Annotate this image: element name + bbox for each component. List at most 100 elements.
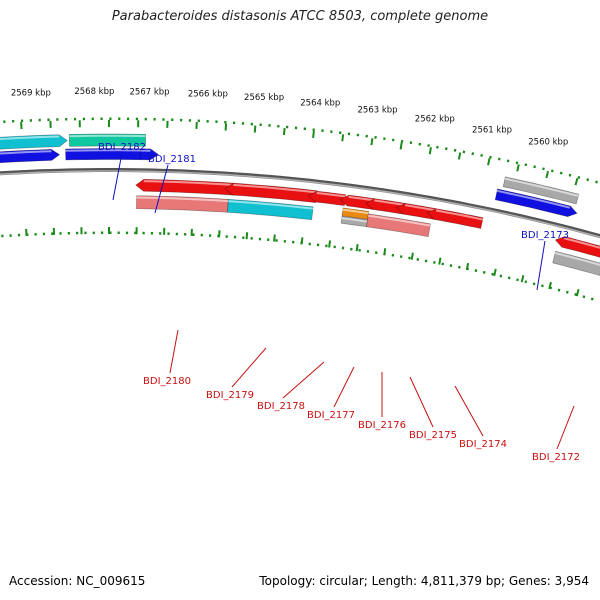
gene-bar-shade (136, 196, 229, 203)
gene-label: BDI_2178 (257, 401, 305, 412)
ruler-dot (590, 297, 594, 301)
leader-line (536, 240, 546, 291)
accession-text: Accession: NC_009615 (9, 574, 146, 588)
ruler-tick (428, 147, 432, 155)
gene-label: BDI_2181 (148, 154, 196, 165)
ruler-tick (487, 158, 491, 166)
gene-bar-shade (342, 208, 369, 215)
gene-bar (396, 203, 437, 220)
leader-line (556, 405, 575, 450)
gene-bar-shade (374, 199, 406, 207)
gene-bar-shade (143, 180, 234, 186)
gene-label: BDI_2173 (521, 230, 569, 241)
ruler-dot (532, 282, 536, 286)
ruler-dot (595, 180, 598, 184)
ruler-tick (328, 240, 331, 248)
leader-line (169, 329, 179, 374)
ruler-tick (341, 134, 345, 142)
gene-label: BDI_2172 (532, 452, 580, 463)
ruler-dot (568, 173, 572, 177)
ruler-dot (577, 175, 581, 179)
ruler-tick (273, 234, 276, 242)
ruler-tick (399, 142, 403, 150)
leader-line (454, 385, 484, 437)
ruler-tick (516, 164, 520, 172)
gene-bar-shade (348, 195, 375, 202)
gene-bar-shade (341, 217, 368, 223)
ruler-dot (474, 269, 478, 273)
tick-label: 2569 kbp (11, 89, 51, 99)
ruler-dot (549, 286, 553, 290)
gene-bar-shade (435, 209, 483, 221)
ruler-dot (533, 165, 536, 169)
ruler-dot (497, 157, 501, 161)
ruler-dot (557, 288, 561, 292)
tick-label: 2566 kbp (188, 89, 228, 99)
backbone-line (0, 168, 600, 239)
ruler-dot (565, 290, 569, 294)
gene-bar-shade (0, 150, 52, 155)
gene-bar-shade (233, 183, 317, 194)
ruler-dot (499, 274, 503, 278)
ruler-dot (574, 292, 578, 296)
tick-labels: 2569 kbp 2568 kbp 2567 kbp 2566 kbp 2565 kbp… (11, 87, 568, 147)
ruler-tick (312, 130, 315, 139)
ruler-dot (489, 155, 492, 159)
leader-line (154, 164, 169, 214)
gene-bar-shade (316, 192, 346, 198)
ruler-dot (524, 280, 528, 284)
ruler-tick (493, 268, 497, 277)
gene-bar (227, 198, 314, 221)
gene-bar-shade (228, 200, 314, 210)
ruler-tick (575, 289, 580, 297)
genome-backbone (0, 168, 600, 239)
ruler-tick (574, 178, 579, 186)
ruler-tick (370, 138, 374, 146)
gene-bar-shade (504, 177, 579, 197)
gene-bar-shade (65, 149, 141, 152)
gene-label: BDI_2179 (206, 390, 254, 401)
tick-label: 2564 kbp (300, 99, 340, 109)
gene-label: BDI_2177 (307, 410, 355, 421)
backbone-highlight (0, 170, 600, 238)
gene-label: BDI_2174 (459, 439, 507, 450)
ruler-dot (582, 295, 586, 299)
gene-bar (365, 198, 406, 215)
label-leaders (112, 152, 575, 450)
gene-bar (366, 213, 431, 238)
genome-summary-text: Topology: circular; Length: 4,811,379 bp… (259, 574, 589, 588)
tick-label: 2567 kbp (130, 87, 170, 97)
ruler-dot (542, 167, 545, 171)
ruler-tick (520, 275, 525, 283)
gene-label: BDI_2176 (358, 420, 406, 431)
ruler-dot (515, 161, 519, 165)
ruler-dot (491, 272, 494, 276)
tick-label: 2561 kbp (472, 125, 512, 135)
ruler-tick (253, 125, 257, 133)
ruler-dot (507, 276, 511, 280)
map-title: Parabacteroides distasonis ATCC 8503, co… (111, 9, 489, 24)
tick-label: 2568 kbp (74, 87, 114, 97)
ruler-tick (355, 244, 359, 252)
leader-line (409, 376, 434, 428)
gene-bar (426, 208, 484, 229)
tick-label: 2563 kbp (358, 106, 398, 116)
leader-line (333, 366, 355, 408)
gene-bar (68, 133, 147, 147)
ruler-tick (410, 252, 414, 260)
gene-bar-shade (405, 204, 437, 212)
tick-label: 2565 kbp (244, 93, 284, 103)
ruler-tick (383, 248, 387, 256)
ruler-tick (438, 257, 442, 265)
ruler-dot (524, 163, 528, 167)
ruler-dot (516, 278, 519, 282)
ruler-tick (300, 237, 304, 245)
ruler-tick (245, 232, 249, 240)
ruler-dot (586, 178, 590, 182)
gene-bar (502, 176, 580, 205)
leader-line (282, 361, 325, 399)
leader-line (112, 152, 123, 201)
gene-bar-shade (367, 214, 431, 227)
